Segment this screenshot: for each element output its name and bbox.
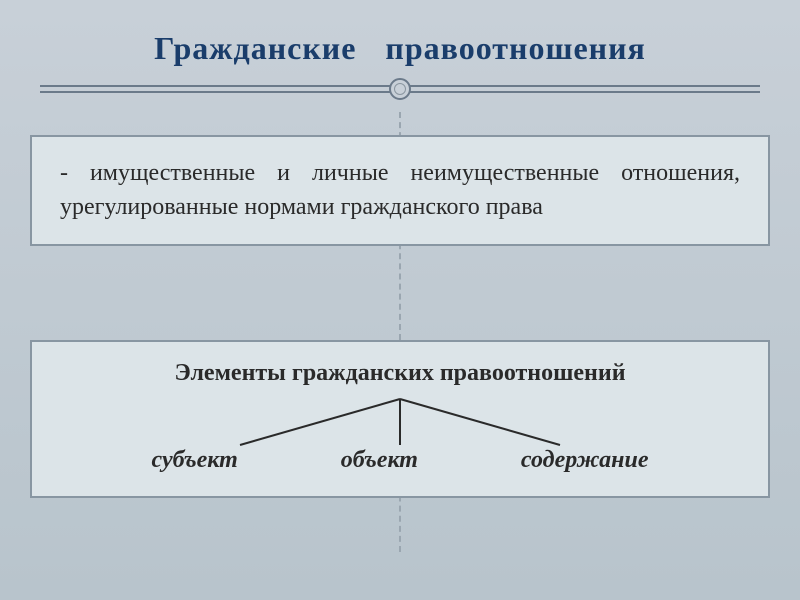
- elements-row: субъект объект содержание: [60, 447, 740, 474]
- connector-line-left: [240, 399, 400, 445]
- title-section: Гражданские правоотношения: [40, 30, 760, 105]
- element-object: объект: [341, 447, 418, 474]
- definition-box: - имущественные и личные неимущественные…: [30, 135, 770, 246]
- element-content: содержание: [521, 447, 649, 474]
- element-subject: субъект: [151, 447, 237, 474]
- definition-text: - имущественные и личные неимущественные…: [60, 160, 740, 220]
- connector-line-right: [400, 399, 560, 445]
- elements-box: Элементы гражданских правоотношений субъ…: [30, 340, 770, 498]
- circle-decoration-icon: [389, 78, 411, 100]
- circle-inner-icon: [394, 83, 406, 95]
- connector-diagram: [160, 397, 640, 447]
- title-underline: [40, 85, 760, 105]
- elements-heading: Элементы гражданских правоотношений: [60, 360, 740, 387]
- slide-title: Гражданские правоотношения: [40, 30, 760, 67]
